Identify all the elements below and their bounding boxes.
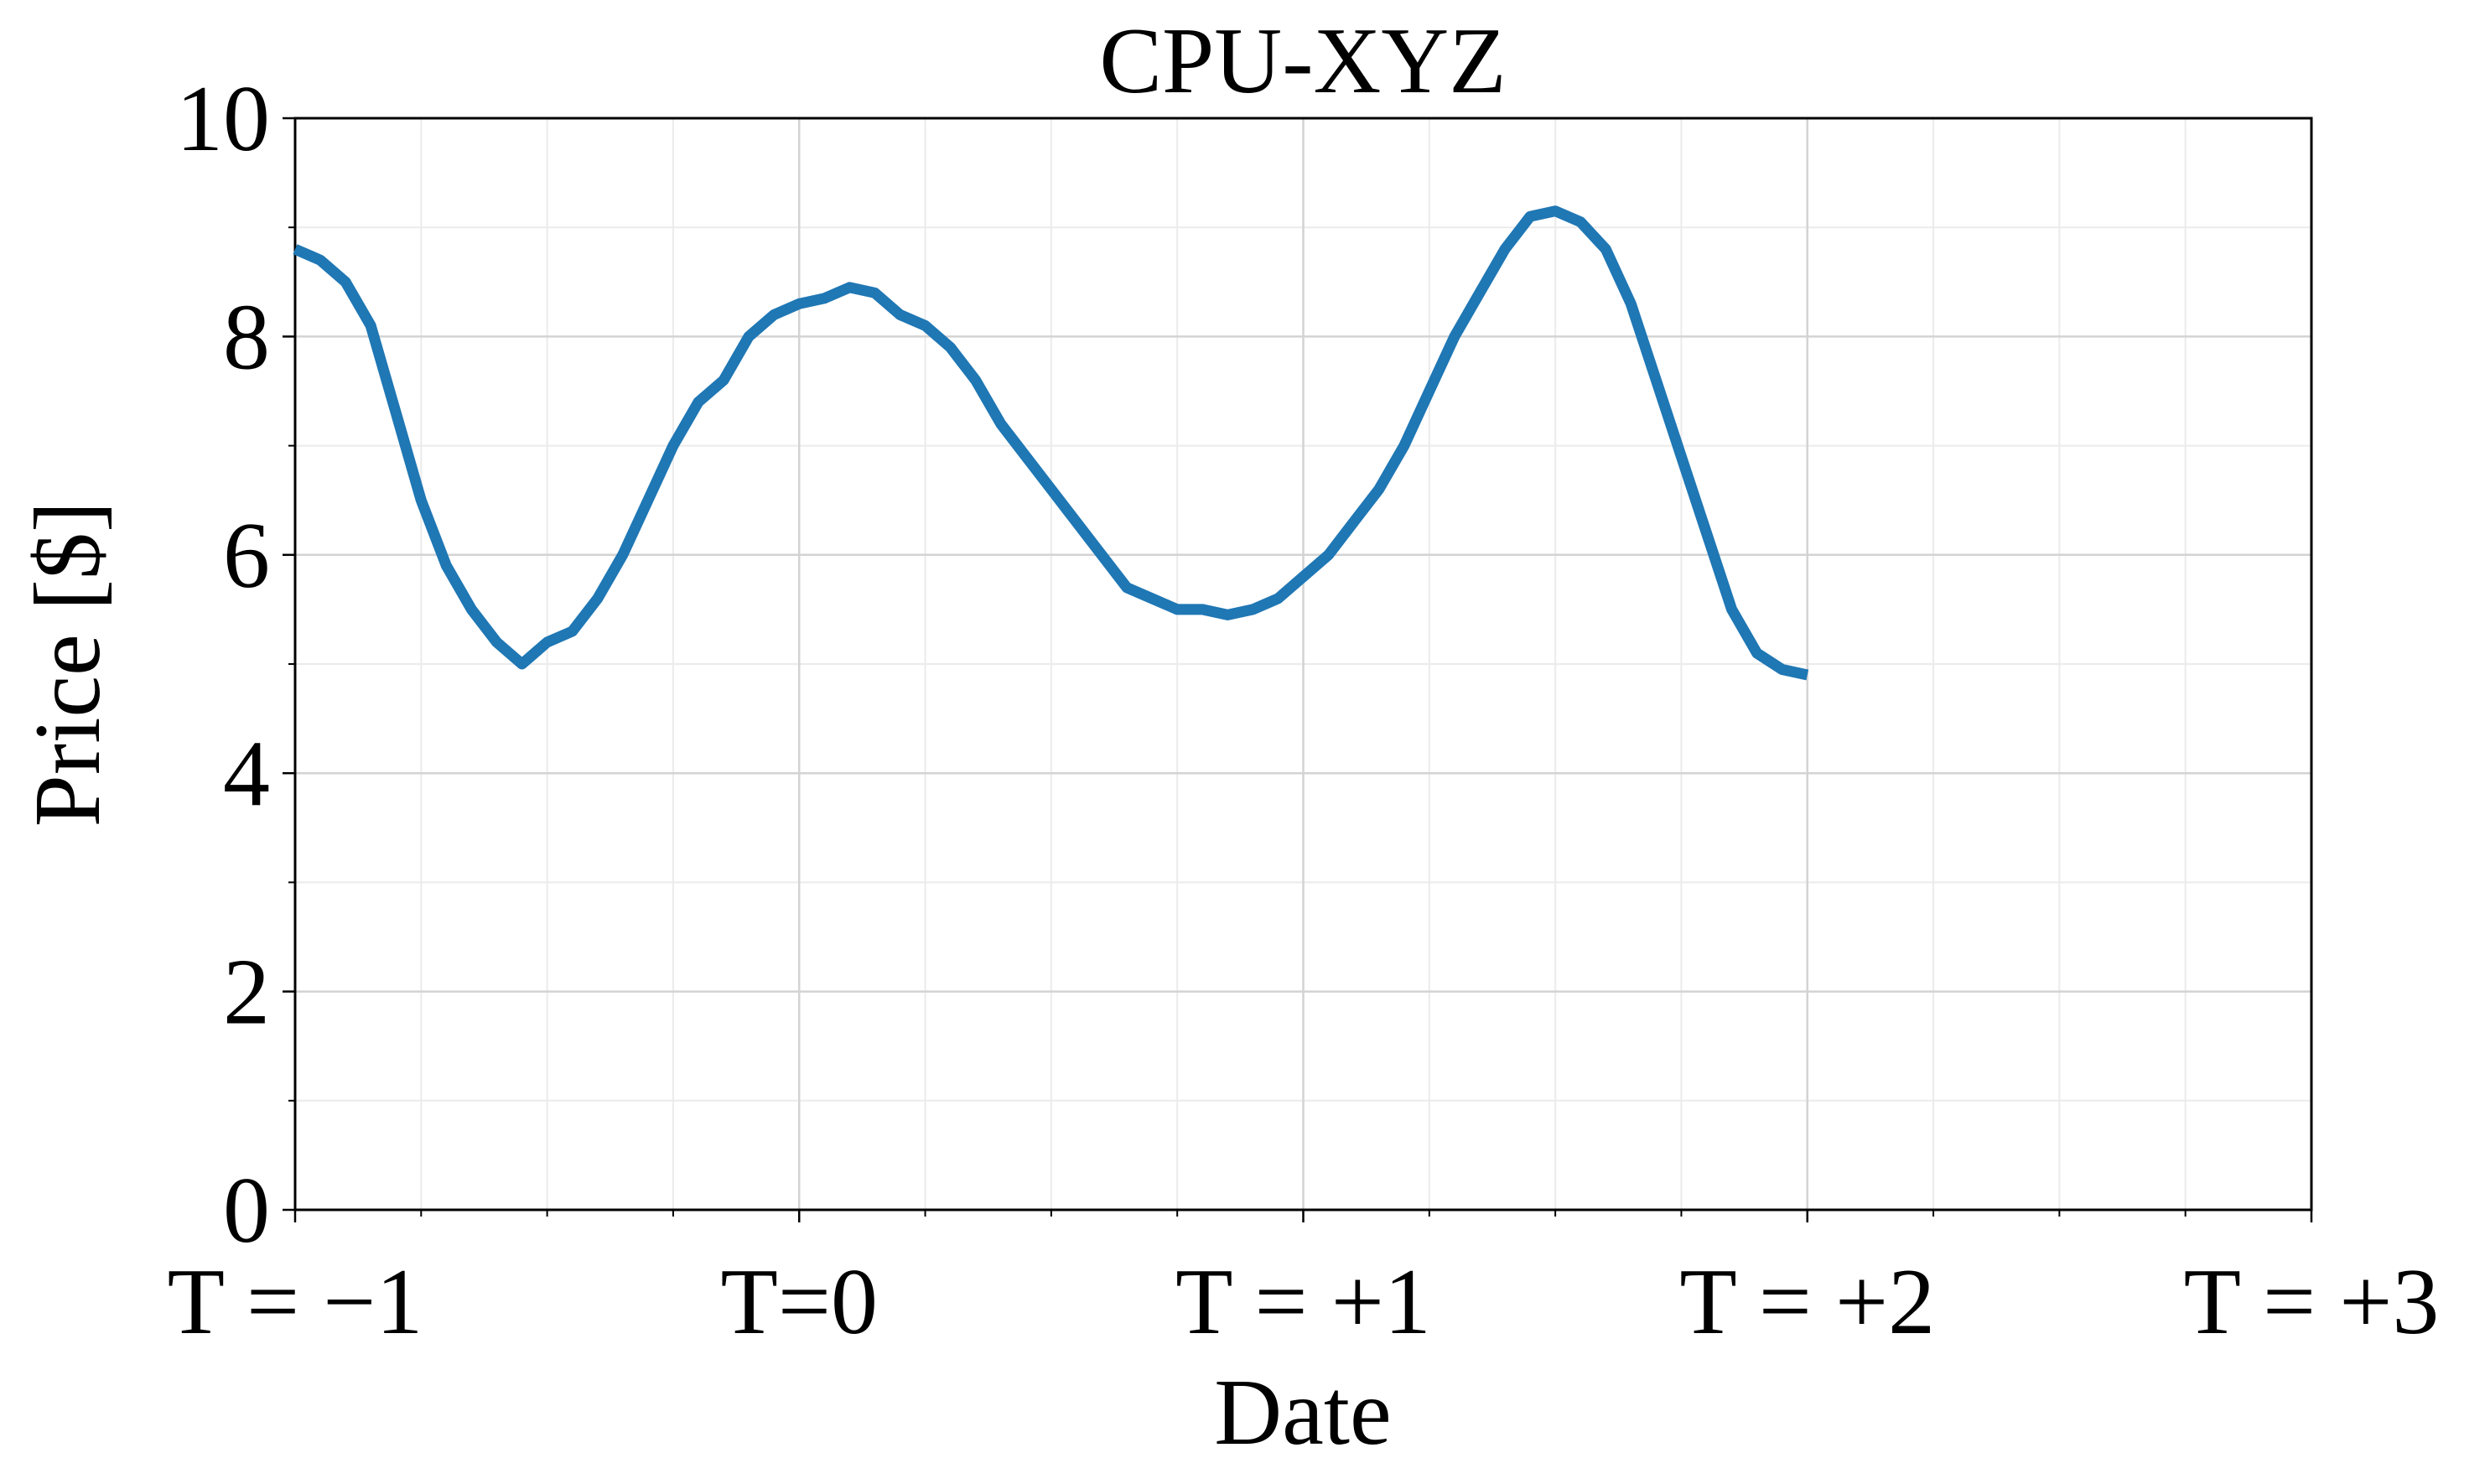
x-tick-label: T=0 (720, 1250, 878, 1354)
y-tick-label: 2 (223, 941, 270, 1045)
plot-frame (293, 117, 2313, 1212)
y-tick-label: 8 (223, 285, 270, 389)
y-tick-label: 10 (176, 67, 270, 171)
y-axis-label: Price [$] (16, 501, 120, 828)
x-tick-label: T = +1 (1175, 1250, 1431, 1354)
x-tick-label: T = +3 (2184, 1250, 2440, 1354)
x-tick-label: T = +2 (1679, 1250, 1935, 1354)
y-tick-label: 0 (223, 1159, 270, 1263)
y-tick-label: 6 (223, 504, 270, 608)
x-tick-label: T = −1 (168, 1250, 423, 1354)
chart-title: CPU-XYZ (1099, 9, 1506, 113)
x-axis-label: Date (1214, 1361, 1391, 1465)
data-line (293, 205, 1809, 681)
y-tick-label: 4 (223, 722, 270, 826)
